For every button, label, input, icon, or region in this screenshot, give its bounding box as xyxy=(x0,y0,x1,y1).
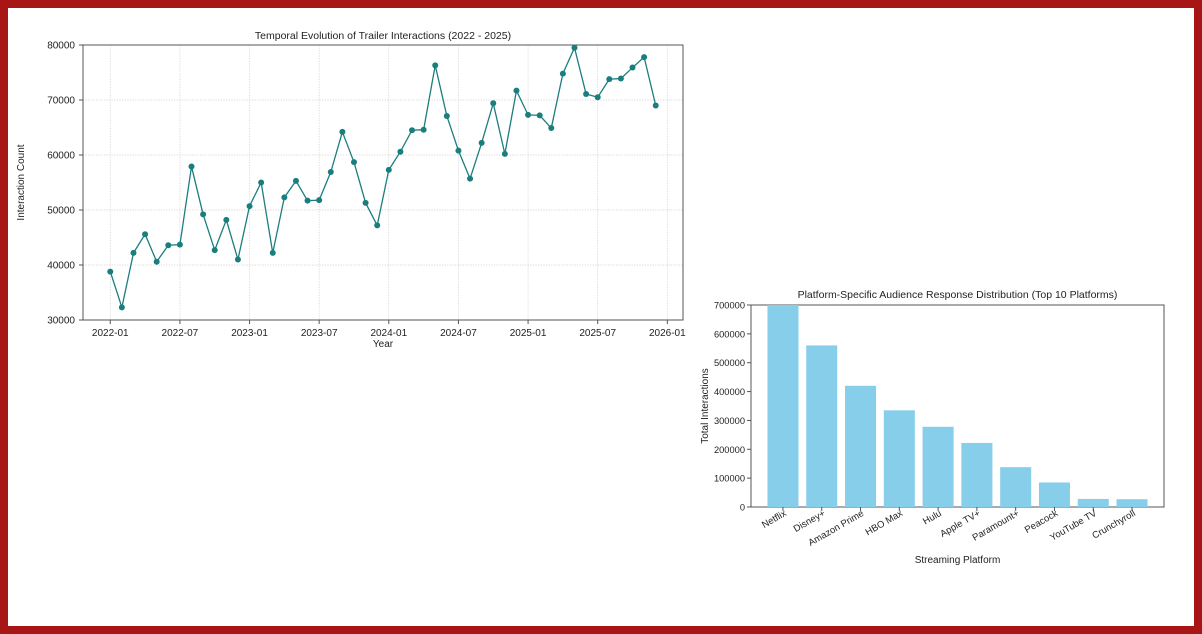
svg-text:500000: 500000 xyxy=(714,358,745,368)
svg-text:400000: 400000 xyxy=(714,387,745,397)
svg-text:2024-01: 2024-01 xyxy=(370,328,407,339)
svg-text:40000: 40000 xyxy=(47,261,75,272)
svg-text:80000: 80000 xyxy=(47,41,75,52)
svg-text:30000: 30000 xyxy=(47,316,75,327)
svg-text:2022-07: 2022-07 xyxy=(162,328,199,339)
svg-text:300000: 300000 xyxy=(714,416,745,426)
svg-text:Total Interactions: Total Interactions xyxy=(700,368,711,444)
svg-text:2023-07: 2023-07 xyxy=(301,328,338,339)
svg-text:2025-07: 2025-07 xyxy=(579,328,616,339)
svg-text:Platform-Specific Audience Res: Platform-Specific Audience Response Dist… xyxy=(798,289,1118,301)
svg-text:200000: 200000 xyxy=(714,445,745,455)
svg-text:Netflix: Netflix xyxy=(760,508,789,531)
svg-text:2025-01: 2025-01 xyxy=(510,328,547,339)
svg-text:Year: Year xyxy=(373,339,394,350)
svg-text:50000: 50000 xyxy=(47,206,75,217)
svg-text:0: 0 xyxy=(740,503,745,513)
svg-text:600000: 600000 xyxy=(714,329,745,339)
svg-text:Temporal Evolution of Trailer: Temporal Evolution of Trailer Interactio… xyxy=(255,30,511,42)
svg-text:2026-01: 2026-01 xyxy=(649,328,686,339)
svg-text:60000: 60000 xyxy=(47,151,75,162)
svg-text:70000: 70000 xyxy=(47,96,75,107)
svg-text:2023-01: 2023-01 xyxy=(231,328,268,339)
svg-text:700000: 700000 xyxy=(714,301,745,311)
svg-text:Streaming Platform: Streaming Platform xyxy=(915,555,1001,566)
svg-text:HBO Max: HBO Max xyxy=(864,508,905,538)
svg-text:100000: 100000 xyxy=(714,474,745,484)
svg-text:Hulu: Hulu xyxy=(921,508,943,527)
svg-text:2024-07: 2024-07 xyxy=(440,328,477,339)
svg-text:Interaction Count: Interaction Count xyxy=(16,144,27,220)
svg-text:2022-01: 2022-01 xyxy=(92,328,129,339)
svg-text:Crunchyroll: Crunchyroll xyxy=(1090,508,1137,542)
